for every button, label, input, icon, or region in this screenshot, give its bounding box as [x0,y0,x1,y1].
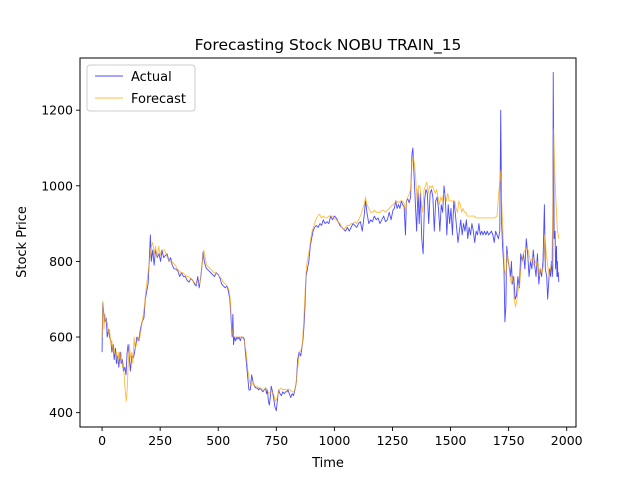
x-tick-label: 1000 [318,433,350,448]
x-tick-label: 750 [264,433,288,448]
series-line-actual [101,71,560,412]
x-tick-label: 0 [98,433,106,448]
x-ticks: 0 250 500 750 1000 1250 1500 1750 2000 [98,427,583,448]
series-line-forecast [101,128,560,402]
y-ticks: 400 600 800 1000 1200 [41,103,80,420]
y-axis-label: Stock Price [15,206,30,278]
x-tick-label: 1250 [377,433,409,448]
legend-actual-label: Actual [131,70,172,85]
y-tick-label: 1000 [41,178,73,193]
x-tick-label: 1750 [493,433,525,448]
series-layer [101,71,560,412]
x-tick-label: 500 [206,433,230,448]
plot-frame [79,57,577,428]
y-tick-label: 800 [49,254,73,269]
x-tick-label: 250 [148,433,172,448]
x-tick-label: 2000 [551,433,583,448]
y-tick-label: 400 [49,405,73,420]
chart-title: Forecasting Stock NOBU TRAIN_15 [195,36,462,55]
y-tick-label: 600 [49,330,73,345]
y-tick-label: 1200 [41,103,73,118]
x-axis-label: Time [311,456,344,471]
legend-forecast-label: Forecast [131,92,186,107]
x-tick-label: 1500 [435,433,467,448]
plot-area: 0 250 500 750 1000 1250 1500 1750 2000 400 600 800… [41,57,583,448]
legend: Actual Forecast [86,64,196,112]
